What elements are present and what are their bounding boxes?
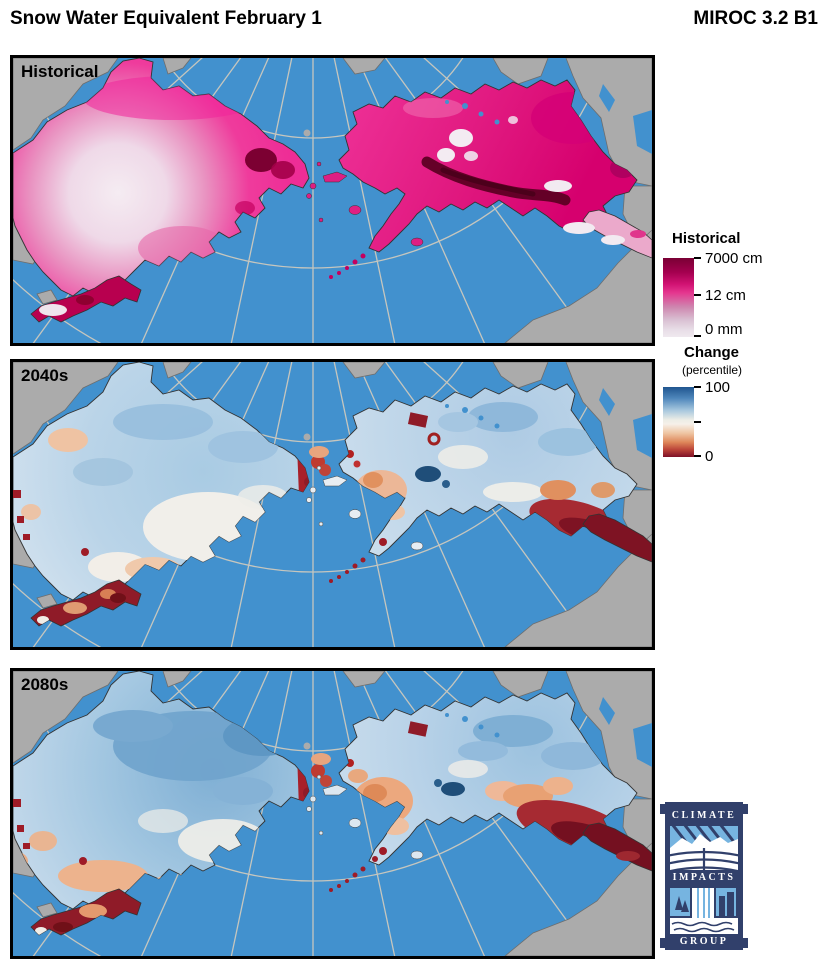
- change-tick-top: [694, 386, 701, 388]
- change-legend-title: Change: [684, 344, 740, 361]
- historical-label-min: 0 mm: [705, 321, 743, 338]
- historical-legend-title: Historical: [672, 230, 741, 247]
- logo-word-climate: CLIMATE: [671, 810, 737, 821]
- logo-mountain-illustration: [670, 826, 738, 870]
- change-legend-subtitle: (percentile): [682, 363, 743, 377]
- historical-map: [13, 58, 652, 343]
- model-label: MIROC 3.2 B1: [693, 8, 818, 29]
- logo-word-group: GROUP: [679, 936, 729, 947]
- change-tick-mid: [694, 421, 701, 423]
- historical-tick-mid: [694, 294, 701, 296]
- map-panel-2040s: 2040s: [10, 359, 655, 650]
- panel-label-2080s: 2080s: [21, 675, 69, 694]
- historical-tick-bottom: [694, 335, 701, 337]
- historical-label-mid: 12 cm: [705, 287, 746, 304]
- map-panel-historical: Historical: [10, 55, 655, 346]
- change-map-2080s: [13, 671, 652, 956]
- historical-label-max: 7000 cm: [705, 250, 763, 267]
- climate-impacts-group-logo: CLIMATE IMPACTS: [660, 802, 748, 950]
- change-label-max: 100: [705, 379, 731, 396]
- change-map-2040s: [13, 362, 652, 647]
- page-title: Snow Water Equivalent February 1: [10, 8, 322, 29]
- historical-colorbar: [663, 258, 694, 337]
- panel-label-historical: Historical: [21, 62, 99, 81]
- historical-tick-top: [694, 257, 701, 259]
- map-panel-2080s: 2080s: [10, 668, 655, 959]
- logo-word-impacts: IMPACTS: [672, 872, 736, 883]
- change-colorbar: [663, 387, 694, 457]
- change-label-min: 0: [705, 448, 714, 465]
- logo-waterfall-illustration: [670, 888, 738, 934]
- panel-label-2040s: 2040s: [21, 366, 69, 385]
- change-tick-bottom: [694, 455, 701, 457]
